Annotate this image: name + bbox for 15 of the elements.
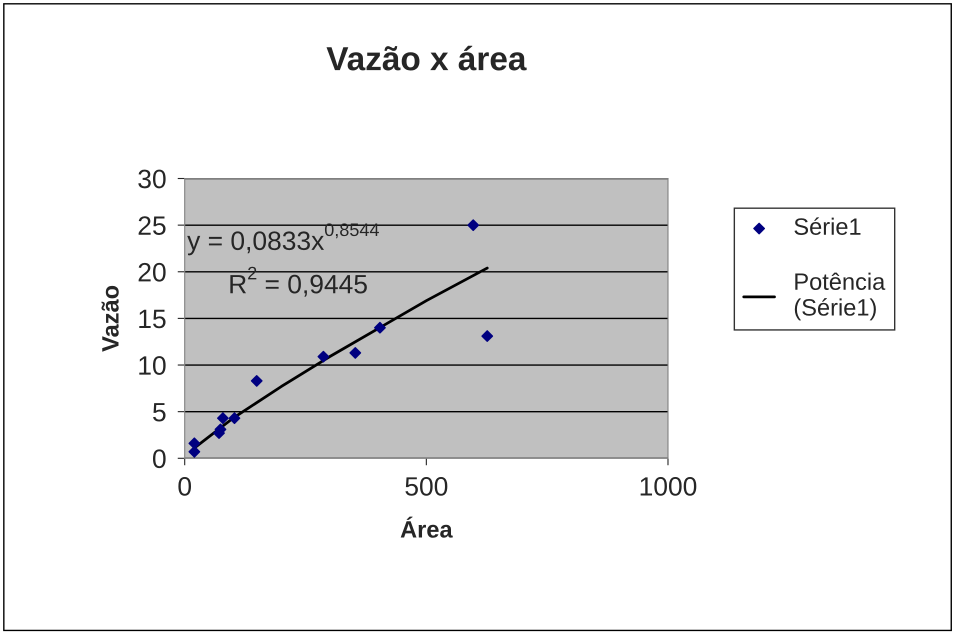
- x-tick-label: 500: [405, 477, 448, 496]
- y-tick-label: 15: [139, 310, 166, 328]
- y-tick-label: 10: [139, 356, 166, 375]
- x-tick-label: 1000: [640, 477, 696, 496]
- y-axis-title: Vazão: [101, 286, 119, 352]
- y-tick-label: 5: [153, 403, 166, 422]
- y-tick-label: 20: [138, 262, 166, 282]
- x-axis-title: Área: [400, 516, 453, 538]
- legend-label: Série1: [794, 217, 860, 235]
- y-tick-label: 0: [153, 449, 166, 468]
- legend-label: Potência (Série1): [794, 272, 886, 320]
- chart-title: Vazão x área: [326, 46, 527, 70]
- y-tick-label: 25: [138, 216, 166, 235]
- y-tick-label: 30: [138, 170, 166, 188]
- x-tick-label: 0: [178, 477, 192, 496]
